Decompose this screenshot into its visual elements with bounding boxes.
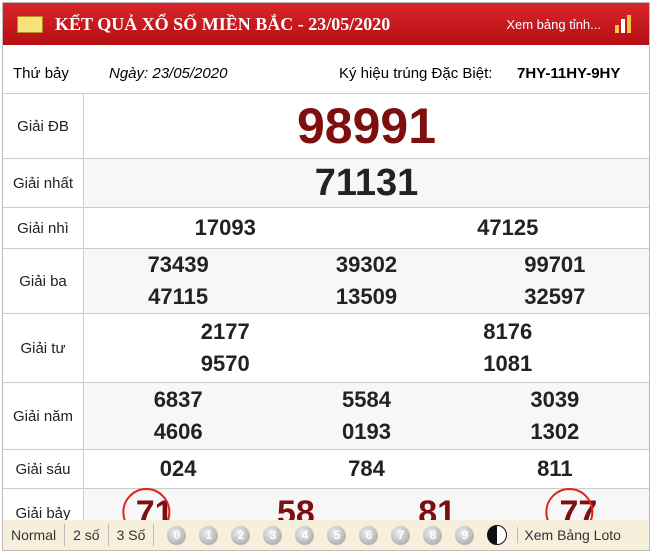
prize-numbers: 17093 47125 <box>84 208 649 248</box>
prize-numbers: 6837 5584 3039 4606 0193 1302 <box>84 383 649 449</box>
footer: Normal 2 số 3 Số 0 1 2 3 4 5 6 7 8 9 Xem Bảng Loto <box>3 520 649 550</box>
day: Thứ bảy <box>13 65 69 82</box>
digit-button[interactable]: 1 <box>199 525 219 545</box>
prize-number: 3039 <box>530 387 580 412</box>
prize-number: 39302 <box>335 252 398 277</box>
prize-numbers: 024 784 811 <box>84 450 649 488</box>
digit-button[interactable]: 0 <box>167 525 187 545</box>
prize-number: 99701 <box>524 252 586 277</box>
prize-number: 2177 <box>200 319 250 344</box>
prize-number: 811 <box>537 456 573 481</box>
info-row: Thứ bảy Ngày: 23/05/2020 Ký hiệu trúng Đ… <box>3 53 649 94</box>
prize-numbers: 71131 <box>84 159 649 207</box>
digit-button[interactable]: 6 <box>359 525 379 545</box>
digit-button[interactable]: 3 <box>263 525 283 545</box>
prize-row: Giải nhất 71131 <box>3 159 649 208</box>
prize-number: 784 <box>348 456 385 481</box>
prize-row: Giải sáu 024 784 811 <box>3 450 649 489</box>
prize-label: Giải nhất <box>3 159 84 207</box>
chart-icon <box>615 15 631 33</box>
prize-number: 0193 <box>342 419 391 444</box>
prize-number: 98991 <box>296 98 437 154</box>
prize-number: 73439 <box>147 252 209 277</box>
province-link[interactable]: Xem bảng tỉnh... <box>506 17 601 32</box>
prize-row: Giải năm 6837 5584 3039 4606 0193 1302 <box>3 383 649 450</box>
mode-button[interactable]: 2 số <box>65 524 109 546</box>
prize-number: 6837 <box>153 387 203 412</box>
prize-label: Giải tư <box>3 314 84 382</box>
date: Ngày: 23/05/2020 <box>109 65 228 82</box>
prize-row: Giải tư 2177 8176 9570 1081 <box>3 314 649 383</box>
prize-number: 13509 <box>335 284 398 309</box>
title: KẾT QUẢ XỔ SỐ MIỀN BẮC - 23/05/2020 <box>55 14 391 34</box>
prize-number: 9570 <box>200 351 250 376</box>
prize-numbers: 2177 8176 9570 1081 <box>84 314 649 382</box>
code-label: Ký hiệu trúng Đặc Biệt: <box>339 65 493 82</box>
prize-number: 4606 <box>153 419 203 444</box>
prize-label: Giải ba <box>3 249 84 313</box>
loto-link[interactable]: Xem Bảng Loto <box>517 527 621 543</box>
yin-yang-button[interactable] <box>487 525 508 545</box>
digit-button[interactable]: 7 <box>391 525 411 545</box>
prize-number: 8176 <box>483 319 533 344</box>
digit-button[interactable]: 2 <box>231 525 251 545</box>
prize-number: 1081 <box>483 351 533 376</box>
digit-button[interactable]: 5 <box>327 525 347 545</box>
prize-row: Giải nhì 17093 47125 <box>3 208 649 249</box>
mode-button[interactable]: Normal <box>3 524 66 546</box>
prize-numbers: 73439 39302 99701 47115 13509 32597 <box>84 249 649 313</box>
prize-label: Giải năm <box>3 383 84 449</box>
prize-number: 47115 <box>148 284 209 309</box>
envelope-icon <box>17 16 43 33</box>
prize-number: 17093 <box>194 215 256 240</box>
prize-label: Giải ĐB <box>3 94 84 158</box>
prize-number: 1302 <box>530 419 580 444</box>
code: 7HY-11HY-9HY <box>517 65 621 82</box>
digit-button[interactable]: 4 <box>295 525 315 545</box>
header: KẾT QUẢ XỔ SỐ MIỀN BẮC - 23/05/2020 Xem … <box>3 3 649 45</box>
prize-label: Giải sáu <box>3 450 84 488</box>
prize-label: Giải nhì <box>3 208 84 248</box>
mode-button[interactable]: 3 Số <box>109 524 155 546</box>
prize-number: 5584 <box>342 387 391 412</box>
prize-row: Giải ba 73439 39302 99701 47115 13509 32597 <box>3 249 649 314</box>
digit-button[interactable]: 9 <box>455 525 475 545</box>
prize-numbers: 98991 <box>84 94 649 158</box>
prize-row: Giải ĐB 98991 <box>3 94 649 159</box>
prize-table: Giải ĐB 98991 Giải nhất 71131 Giải nhì 17093 4… <box>3 94 649 538</box>
prize-number: 024 <box>159 456 197 481</box>
prize-number: 32597 <box>524 284 586 309</box>
digit-button[interactable]: 8 <box>423 525 443 545</box>
prize-number: 71131 <box>314 162 419 204</box>
prize-number: 47125 <box>477 215 539 240</box>
